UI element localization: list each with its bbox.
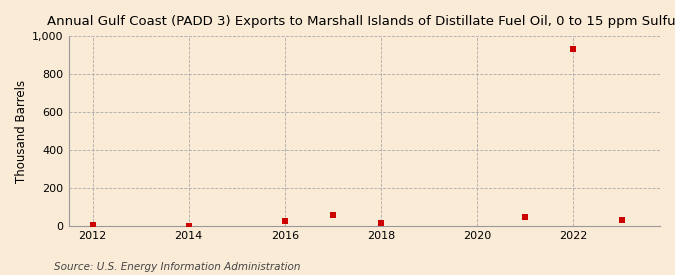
Title: Annual Gulf Coast (PADD 3) Exports to Marshall Islands of Distillate Fuel Oil, 0: Annual Gulf Coast (PADD 3) Exports to Ma… (47, 15, 675, 28)
Y-axis label: Thousand Barrels: Thousand Barrels (15, 79, 28, 183)
Text: Source: U.S. Energy Information Administration: Source: U.S. Energy Information Administ… (54, 262, 300, 272)
